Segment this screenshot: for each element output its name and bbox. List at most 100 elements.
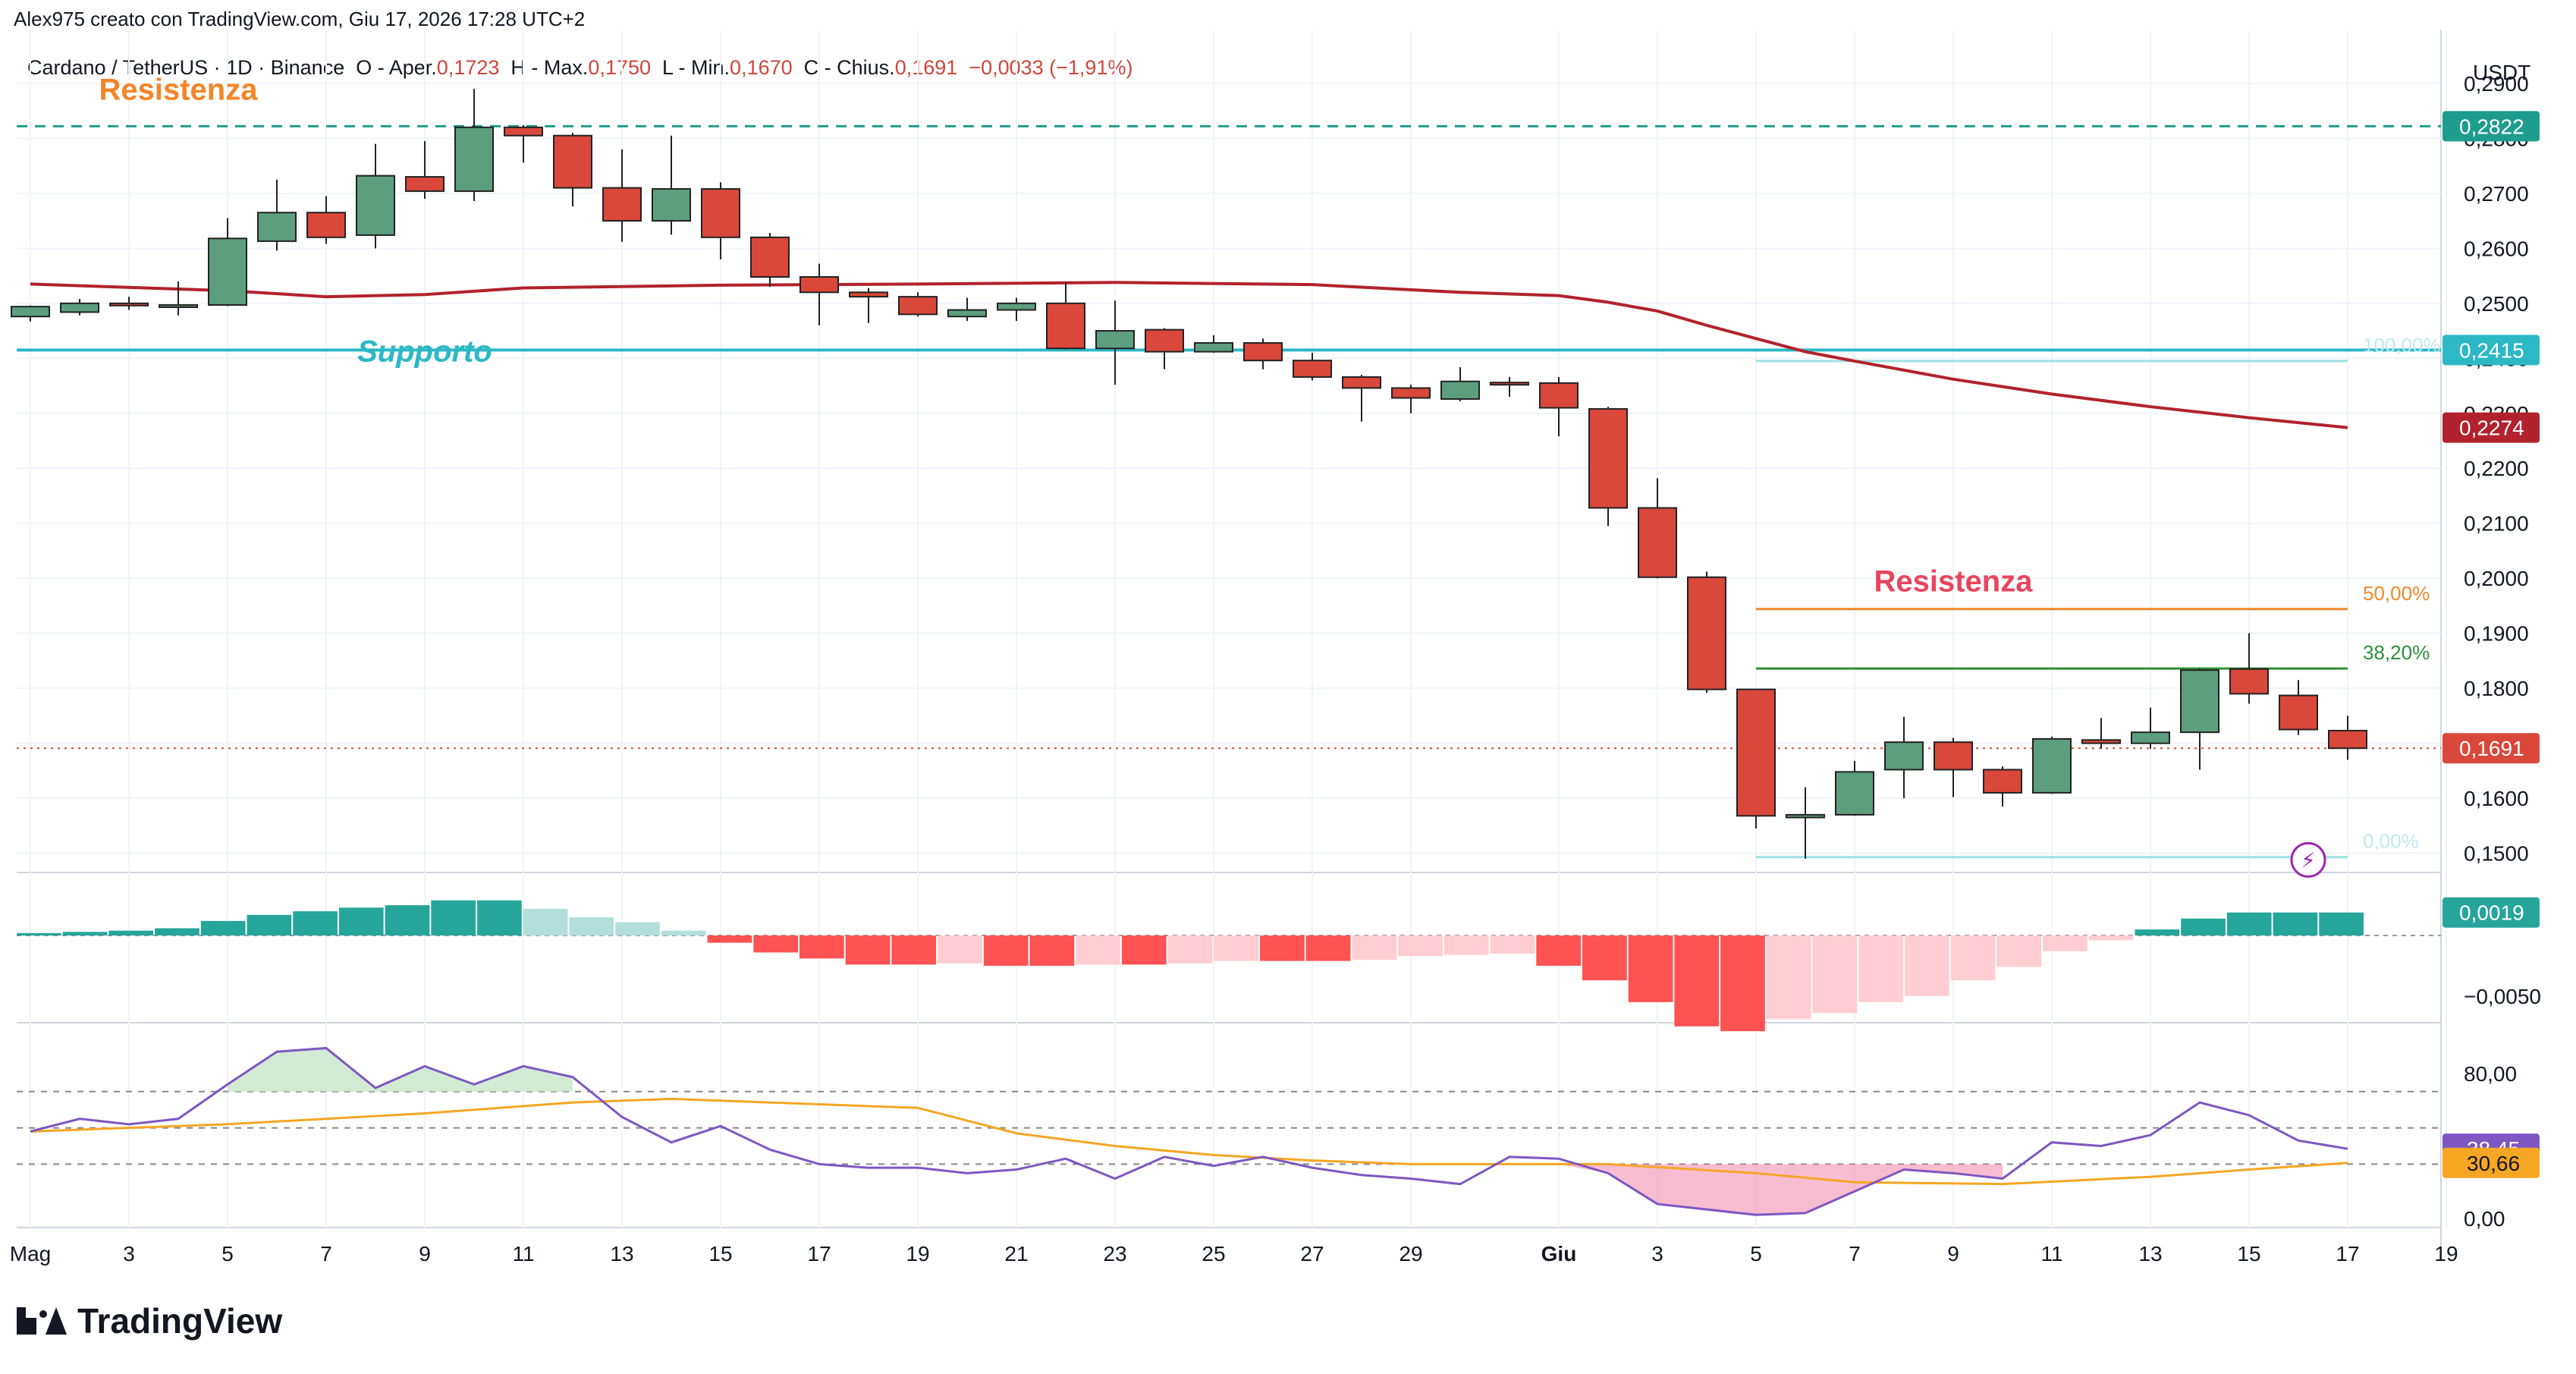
candles bbox=[11, 89, 2367, 859]
chart-author-caption: Alex975 creato con TradingView.com, Giu … bbox=[14, 8, 586, 30]
macd-bar bbox=[1582, 935, 1627, 981]
macd-bar bbox=[2181, 918, 2226, 936]
tradingview-logo-icon bbox=[17, 1307, 67, 1335]
candle-down bbox=[2229, 668, 2269, 695]
macd-bar bbox=[1950, 935, 1996, 981]
time-tick-label: 19 bbox=[906, 1242, 929, 1266]
candle-down bbox=[306, 212, 346, 238]
high-value: 0,1750 bbox=[588, 56, 652, 79]
macd-tick-label: −0,0050 bbox=[2464, 985, 2541, 1008]
macd-bar bbox=[338, 907, 384, 936]
price-tag-label: 0,1691 bbox=[2459, 737, 2524, 760]
low-label: L - Min. bbox=[662, 56, 730, 79]
macd-bar bbox=[938, 935, 982, 964]
candle-up bbox=[1095, 330, 1135, 350]
candle-up bbox=[997, 302, 1036, 311]
rsi-ma-line bbox=[30, 1097, 2348, 1186]
price-tag-label: 0,2274 bbox=[2459, 417, 2524, 440]
macd-bar bbox=[1121, 935, 1167, 965]
rsi-oversold-fill bbox=[1559, 1164, 2003, 1215]
macd-bar bbox=[523, 908, 568, 936]
price-tag-label: 0,2822 bbox=[2459, 115, 2524, 138]
macd-bar bbox=[293, 911, 338, 936]
macd-bar bbox=[17, 932, 61, 936]
candle-up bbox=[60, 302, 99, 313]
candle-down bbox=[1983, 769, 2022, 794]
macd-bar bbox=[1352, 935, 1397, 960]
macd-bar bbox=[2088, 935, 2134, 941]
candle-down bbox=[602, 187, 642, 222]
time-tick-label: 13 bbox=[610, 1242, 633, 1266]
candle-down bbox=[1145, 329, 1184, 353]
macd-bar bbox=[753, 935, 798, 953]
macd-bar bbox=[247, 914, 292, 936]
rsi-tick-label: 0,00 bbox=[2464, 1207, 2505, 1231]
macd-bar bbox=[1628, 935, 1673, 1002]
fib-label: 0,00% bbox=[2363, 830, 2419, 853]
price-tick-label: 0,2200 bbox=[2464, 457, 2529, 480]
candle-down bbox=[1588, 407, 1628, 509]
candle-down bbox=[898, 296, 938, 316]
macd-bar bbox=[1260, 935, 1305, 961]
macd-bar bbox=[2226, 912, 2272, 936]
candle-up bbox=[454, 126, 494, 192]
rsi-ma-tag-label: 30,66 bbox=[2467, 1152, 2520, 1175]
time-axis[interactable]: Mag 3 5 7 9 11 13 15 17 19 21 23 25 27 29 Giu 3 5 7 9 11 13 15… bbox=[10, 1242, 2458, 1266]
candle-down bbox=[504, 126, 543, 137]
candle-down bbox=[1539, 382, 1579, 409]
time-tick-label: 3 bbox=[1651, 1242, 1663, 1266]
macd-bar bbox=[1904, 935, 1949, 996]
time-tick-label: 15 bbox=[708, 1242, 732, 1266]
macd-bar bbox=[385, 905, 430, 936]
annotation-label: Supporto bbox=[357, 335, 492, 369]
price-axis[interactable]: 0,29000,28000,27000,26000,25000,24000,23… bbox=[2442, 61, 2541, 1231]
macd-bar bbox=[1858, 935, 1903, 1002]
macd-bar bbox=[1167, 935, 1213, 964]
candle-down bbox=[1046, 302, 1085, 350]
time-tick-label: 17 bbox=[2336, 1242, 2359, 1266]
macd-bar bbox=[707, 935, 752, 943]
macd-bar bbox=[1444, 935, 1489, 955]
macd-bar bbox=[615, 922, 660, 936]
price-tag bbox=[2442, 111, 2540, 142]
candle-up bbox=[1884, 741, 1924, 771]
candle-down bbox=[1934, 741, 1973, 771]
macd-bar bbox=[62, 932, 108, 936]
fib-label: 38,20% bbox=[2363, 641, 2430, 664]
time-tick-label: 15 bbox=[2237, 1242, 2260, 1266]
macd-bar bbox=[1490, 935, 1535, 954]
annotation-label: Resistenza bbox=[1874, 565, 2034, 599]
change-value: −0,0033 (−1,91%) bbox=[969, 56, 1133, 79]
time-tick-label: 19 bbox=[2434, 1242, 2458, 1266]
time-tick-label: 27 bbox=[1300, 1242, 1324, 1266]
close-value: 0,1691 bbox=[894, 56, 958, 79]
annotation-label: Resistenza bbox=[99, 74, 259, 107]
time-tick-label: 3 bbox=[123, 1242, 135, 1266]
macd-bar bbox=[2043, 935, 2088, 951]
tradingview-brand: TradingView bbox=[77, 1301, 283, 1341]
macd-bar bbox=[845, 935, 891, 965]
price-tick-label: 0,2900 bbox=[2464, 72, 2529, 96]
candle-down bbox=[1736, 688, 1776, 817]
macd-bar bbox=[800, 935, 844, 959]
open-label: O - Aper. bbox=[356, 56, 437, 79]
grid-lines bbox=[17, 30, 2447, 1259]
rsi-line bbox=[30, 1046, 2348, 1216]
time-tick-label: 5 bbox=[221, 1242, 234, 1266]
candle-down bbox=[701, 188, 740, 238]
currency-label: USDT bbox=[2473, 61, 2530, 84]
macd-bar bbox=[2273, 912, 2318, 936]
symbol-label[interactable]: Cardano / TetherUS · 1D · Binance bbox=[27, 56, 345, 79]
time-tick-label: 7 bbox=[320, 1242, 332, 1266]
price-tag bbox=[2442, 335, 2540, 366]
time-tick-label: 11 bbox=[512, 1242, 534, 1266]
alert-icon bbox=[2290, 841, 2326, 878]
time-tick-label: 9 bbox=[419, 1242, 431, 1266]
price-tick-label: 0,1600 bbox=[2464, 787, 2529, 810]
candle-up bbox=[1835, 771, 1874, 816]
tradingview-logo[interactable]: TradingView bbox=[17, 1300, 282, 1341]
price-tick-label: 0,1500 bbox=[2464, 842, 2529, 866]
open-value: 0,1723 bbox=[436, 56, 500, 79]
candle-down bbox=[1342, 376, 1381, 389]
